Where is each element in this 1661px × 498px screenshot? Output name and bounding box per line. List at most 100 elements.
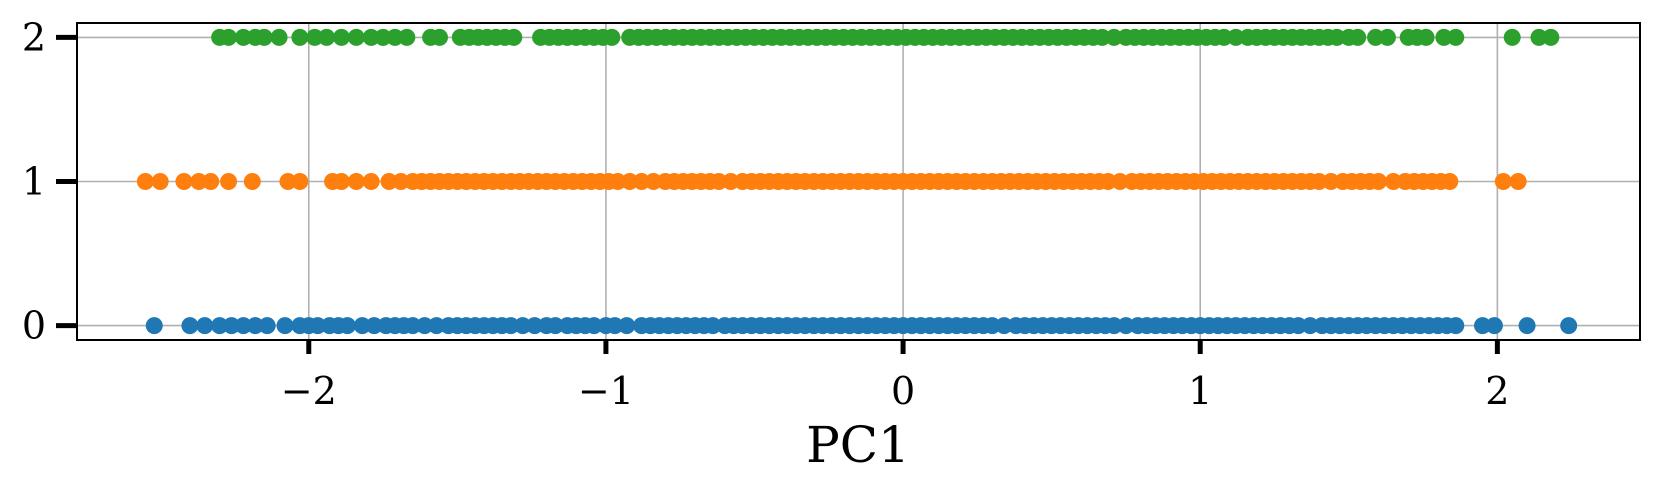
data-point-series-0 xyxy=(1301,317,1319,335)
data-point-series-2 xyxy=(318,28,336,46)
data-point-series-1 xyxy=(279,173,297,190)
data-point-series-2 xyxy=(1542,28,1560,46)
data-point-series-1 xyxy=(380,173,398,190)
data-point-series-0 xyxy=(234,317,252,335)
data-point-series-0 xyxy=(309,317,327,335)
data-point-series-0 xyxy=(1117,317,1135,335)
data-point-series-0 xyxy=(1518,317,1536,335)
data-point-series-2 xyxy=(1349,28,1367,46)
data-point-series-2 xyxy=(431,28,449,46)
data-point-series-0 xyxy=(526,317,544,335)
data-point-series-2 xyxy=(374,28,392,46)
data-point-series-1 xyxy=(1441,173,1459,190)
data-point-series-0 xyxy=(995,317,1013,335)
data-point-series-1 xyxy=(1384,173,1402,190)
data-point-series-1 xyxy=(202,173,220,190)
x-tick-label: −2 xyxy=(281,369,337,413)
data-point-series-2 xyxy=(255,28,273,46)
data-point-series-2 xyxy=(362,28,380,46)
data-point-series-0 xyxy=(196,317,214,335)
data-point-series-2 xyxy=(1227,28,1245,46)
data-point-series-1 xyxy=(291,173,309,190)
data-point-series-2 xyxy=(1105,28,1123,46)
data-point-series-1 xyxy=(1111,173,1129,190)
data-point-series-0 xyxy=(276,317,294,335)
data-point-series-1 xyxy=(332,173,350,190)
axis-ticks: −2 −1 0 1 2 0 1 2 xyxy=(22,15,1510,413)
data-point-series-1 xyxy=(1099,173,1117,190)
data-point-series-0 xyxy=(223,317,241,335)
data-point-series-1 xyxy=(220,173,238,190)
data-point-series-1 xyxy=(633,173,651,190)
data-point-series-2 xyxy=(1530,28,1548,46)
data-point-series-0 xyxy=(246,317,264,335)
data-point-series-1 xyxy=(710,173,728,190)
data-point-series-2 xyxy=(332,28,350,46)
data-point-series-2 xyxy=(220,28,238,46)
data-point-series-2 xyxy=(306,28,324,46)
data-point-series-2 xyxy=(1435,28,1453,46)
data-point-series-1 xyxy=(392,173,410,190)
data-point-series-1 xyxy=(1370,173,1388,190)
data-point-series-2 xyxy=(1417,28,1435,46)
y-tick-label: 2 xyxy=(22,15,46,59)
data-point-series-0 xyxy=(502,317,520,335)
data-point-series-1 xyxy=(1310,173,1328,190)
data-point-series-0 xyxy=(618,317,636,335)
data-point-series-0 xyxy=(1447,317,1465,335)
data-point-series-2 xyxy=(1215,28,1233,46)
data-point-series-1 xyxy=(609,173,627,190)
data-point-series-0 xyxy=(704,317,722,335)
data-point-series-0 xyxy=(1485,317,1503,335)
data-point-series-0 xyxy=(1105,317,1123,335)
data-point-series-2 xyxy=(1447,28,1465,46)
data-point-series-0 xyxy=(606,317,624,335)
data-point-series-0 xyxy=(338,317,356,335)
data-point-series-0 xyxy=(1560,317,1578,335)
data-point-series-1 xyxy=(190,173,208,190)
data-point-series-0 xyxy=(181,317,199,335)
data-point-series-0 xyxy=(416,317,434,335)
data-point-series-1 xyxy=(644,173,662,190)
y-tick-label: 0 xyxy=(22,304,46,348)
data-point-series-1 xyxy=(1322,173,1340,190)
data-point-series-1 xyxy=(621,173,639,190)
x-axis-label: PC1 xyxy=(806,416,910,474)
data-point-series-0 xyxy=(258,317,276,335)
data-point-series-2 xyxy=(386,28,404,46)
data-point-series-1 xyxy=(1494,173,1512,190)
data-point-series-2 xyxy=(234,28,252,46)
data-point-series-2 xyxy=(1503,28,1521,46)
data-point-series-0 xyxy=(353,317,371,335)
data-point-series-2 xyxy=(1367,28,1385,46)
data-point-series-2 xyxy=(347,28,365,46)
data-point-series-1 xyxy=(362,173,380,190)
x-tick-label: −1 xyxy=(578,369,634,413)
data-point-series-1 xyxy=(136,173,154,190)
data-point-series-1 xyxy=(347,173,365,190)
data-point-series-2 xyxy=(505,28,523,46)
data-point-series-2 xyxy=(603,28,621,46)
data-point-series-2 xyxy=(270,28,288,46)
data-point-series-2 xyxy=(291,28,309,46)
data-point-series-2 xyxy=(1328,28,1346,46)
data-point-series-0 xyxy=(983,317,1001,335)
y-tick-label: 1 xyxy=(22,160,46,204)
x-tick-label: 2 xyxy=(1485,369,1509,413)
data-point-series-1 xyxy=(243,173,261,190)
data-point-series-0 xyxy=(585,317,603,335)
data-point-series-0 xyxy=(428,317,446,335)
data-point-series-0 xyxy=(1289,317,1307,335)
data-point-series-0 xyxy=(211,317,229,335)
data-point-series-1 xyxy=(175,173,193,190)
x-tick-label: 0 xyxy=(891,369,915,413)
data-point-series-2 xyxy=(398,28,416,46)
data-point-series-1 xyxy=(1509,173,1527,190)
data-points xyxy=(136,28,1578,335)
data-point-series-1 xyxy=(722,173,740,190)
data-point-series-0 xyxy=(145,317,163,335)
data-point-series-1 xyxy=(151,173,169,190)
data-point-series-2 xyxy=(1093,28,1111,46)
data-point-series-0 xyxy=(1474,317,1492,335)
